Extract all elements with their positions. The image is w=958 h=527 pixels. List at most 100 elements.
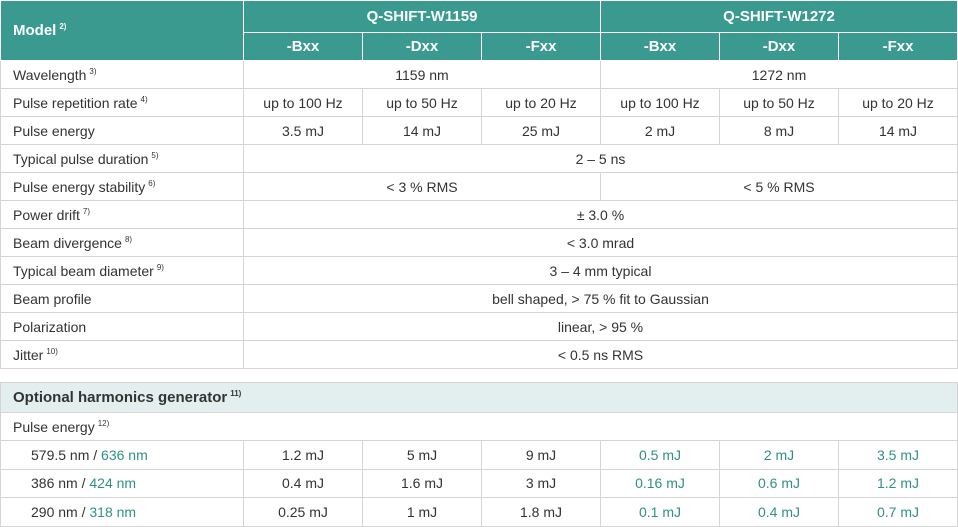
spec-row: Beam profile bell shaped, > 75 % fit to G…	[0, 284, 958, 313]
footnote: 3)	[89, 66, 97, 76]
row-label: 290 nm / 318 nm	[0, 497, 244, 527]
label-text: Pulse energy	[13, 418, 95, 435]
row-label: Beam divergence 8)	[0, 228, 244, 257]
footnote: 6)	[148, 178, 156, 188]
harmonic-value: 3.5 mJ	[838, 440, 958, 470]
harmonic-value: 0.25 mJ	[243, 497, 363, 527]
row-label: Jitter 10)	[0, 340, 244, 369]
spec-value: ± 3.0 %	[243, 200, 958, 229]
spacer-cell	[1, 369, 958, 383]
label-text: Power drift	[13, 206, 80, 223]
harmonic-value: 1.2 mJ	[838, 468, 958, 499]
harmonics-title-row: Optional harmonics generator 11)	[0, 382, 958, 413]
spec-value: 14 mJ	[362, 116, 482, 145]
label-text: Pulse energy	[13, 122, 95, 139]
footnote: 4)	[140, 94, 148, 104]
spec-row: Beam divergence 8) < 3.0 mrad	[0, 228, 958, 257]
harmonics-title: Optional harmonics generator 11)	[0, 382, 958, 413]
spec-value: < 0.5 ns RMS	[243, 340, 958, 369]
harmonic-value: 1 mJ	[362, 497, 482, 527]
footnote: 9)	[156, 262, 164, 272]
spec-value: up to 50 Hz	[719, 88, 839, 117]
footnote: 10)	[46, 346, 58, 356]
spec-value: up to 20 Hz	[481, 88, 601, 117]
label-text: Pulse energy stability	[13, 178, 146, 195]
harmonic-value: 0.16 mJ	[600, 468, 720, 499]
footnote: 11)	[230, 389, 242, 398]
harmonic-value: 0.5 mJ	[600, 440, 720, 470]
harmonic-row: 579.5 nm / 636 nm 1.2 mJ 5 mJ 9 mJ 0.5 mJ 2 m…	[0, 440, 958, 470]
row-label: Typical pulse duration 5)	[0, 144, 244, 173]
spec-value: 2 mJ	[600, 116, 720, 145]
spec-value: 3 – 4 mm typical	[243, 256, 958, 285]
spec-row: Pulse repetition rate 4) up to 100 Hz up to…	[0, 88, 958, 117]
variant-header: -Fxx	[481, 32, 601, 61]
spec-row: Pulse energy stability 6) < 3 % RMS < 5 % R…	[0, 172, 958, 201]
row-label: Power drift 7)	[0, 200, 244, 229]
harmonic-value: 3 mJ	[481, 468, 601, 499]
label-text: Typical pulse duration	[13, 150, 149, 167]
spec-value: 1159 nm	[243, 60, 601, 89]
variant-header: -Fxx	[838, 32, 958, 61]
harmonic-row: 386 nm / 424 nm 0.4 mJ 1.6 mJ 3 mJ 0.16 mJ 0.…	[0, 468, 958, 499]
row-label: Wavelength 3)	[0, 60, 244, 89]
row-label: 579.5 nm / 636 nm	[0, 440, 244, 470]
spec-value: 25 mJ	[481, 116, 601, 145]
harmonic-value: 0.1 mJ	[600, 497, 720, 527]
spec-row: Polarization linear, > 95 %	[0, 312, 958, 341]
harmonic-value: 0.4 mJ	[243, 468, 363, 499]
spec-row: Typical pulse duration 5) 2 – 5 ns	[0, 144, 958, 173]
spacer	[1, 369, 958, 383]
row-label: Typical beam diameter 9)	[0, 256, 244, 285]
spec-value: linear, > 95 %	[243, 312, 958, 341]
spec-row: Wavelength 3) 1159 nm 1272 nm	[0, 60, 958, 89]
wavelength-w1159: 290 nm	[31, 503, 78, 520]
harmonic-value: 5 mJ	[362, 440, 482, 470]
group-header: Q-SHIFT-W1159	[243, 0, 601, 33]
model-label: Model	[13, 22, 57, 39]
title-text: Optional harmonics generator	[13, 389, 228, 406]
harmonic-value: 0.7 mJ	[838, 497, 958, 527]
harmonic-value: 1.2 mJ	[243, 440, 363, 470]
label-text: Pulse repetition rate	[13, 94, 138, 111]
row-label: 386 nm / 424 nm	[0, 468, 244, 499]
variant-header: -Dxx	[362, 32, 482, 61]
harmonic-value: 0.4 mJ	[719, 497, 839, 527]
spec-value: up to 20 Hz	[838, 88, 958, 117]
spec-row: Power drift 7) ± 3.0 %	[0, 200, 958, 229]
wavelength-w1159: 386 nm	[31, 475, 78, 492]
footnote: 2)	[59, 22, 67, 31]
row-label: Pulse energy 12)	[0, 412, 958, 441]
separator: /	[93, 446, 98, 463]
harmonic-value: 0.6 mJ	[719, 468, 839, 499]
footnote: 7)	[82, 206, 91, 216]
model-header: Model 2)	[0, 0, 244, 61]
footnote: 5)	[151, 150, 159, 160]
spec-row: Pulse energy 3.5 mJ 14 mJ 25 mJ 2 mJ 8 mJ 14 m…	[0, 116, 958, 145]
separator: /	[81, 475, 86, 492]
spec-value: 8 mJ	[719, 116, 839, 145]
label-text: Polarization	[13, 318, 87, 335]
label-text: Beam profile	[13, 290, 92, 307]
spec-row: Jitter 10) < 0.5 ns RMS	[0, 340, 958, 369]
harmonic-value: 1.6 mJ	[362, 468, 482, 499]
spec-value: 2 – 5 ns	[243, 144, 958, 173]
variant-header: -Bxx	[243, 32, 363, 61]
row-label: Polarization	[0, 312, 244, 341]
spec-value: 3.5 mJ	[243, 116, 363, 145]
spec-value: up to 100 Hz	[243, 88, 363, 117]
harmonic-value: 2 mJ	[719, 440, 839, 470]
spec-value: bell shaped, > 75 % fit to Gaussian	[243, 284, 958, 313]
footnote: 8)	[124, 234, 133, 244]
harmonic-value: 9 mJ	[481, 440, 601, 470]
group-header: Q-SHIFT-W1272	[600, 0, 958, 33]
footnote: 12)	[97, 418, 110, 428]
harmonic-value: 1.8 mJ	[481, 497, 601, 527]
spec-row: Typical beam diameter 9) 3 – 4 mm typical	[0, 256, 958, 285]
variant-header: -Dxx	[719, 32, 839, 61]
wavelength-w1272: 636 nm	[101, 446, 148, 463]
wavelength-w1272: 318 nm	[89, 503, 137, 520]
separator: /	[81, 503, 86, 520]
